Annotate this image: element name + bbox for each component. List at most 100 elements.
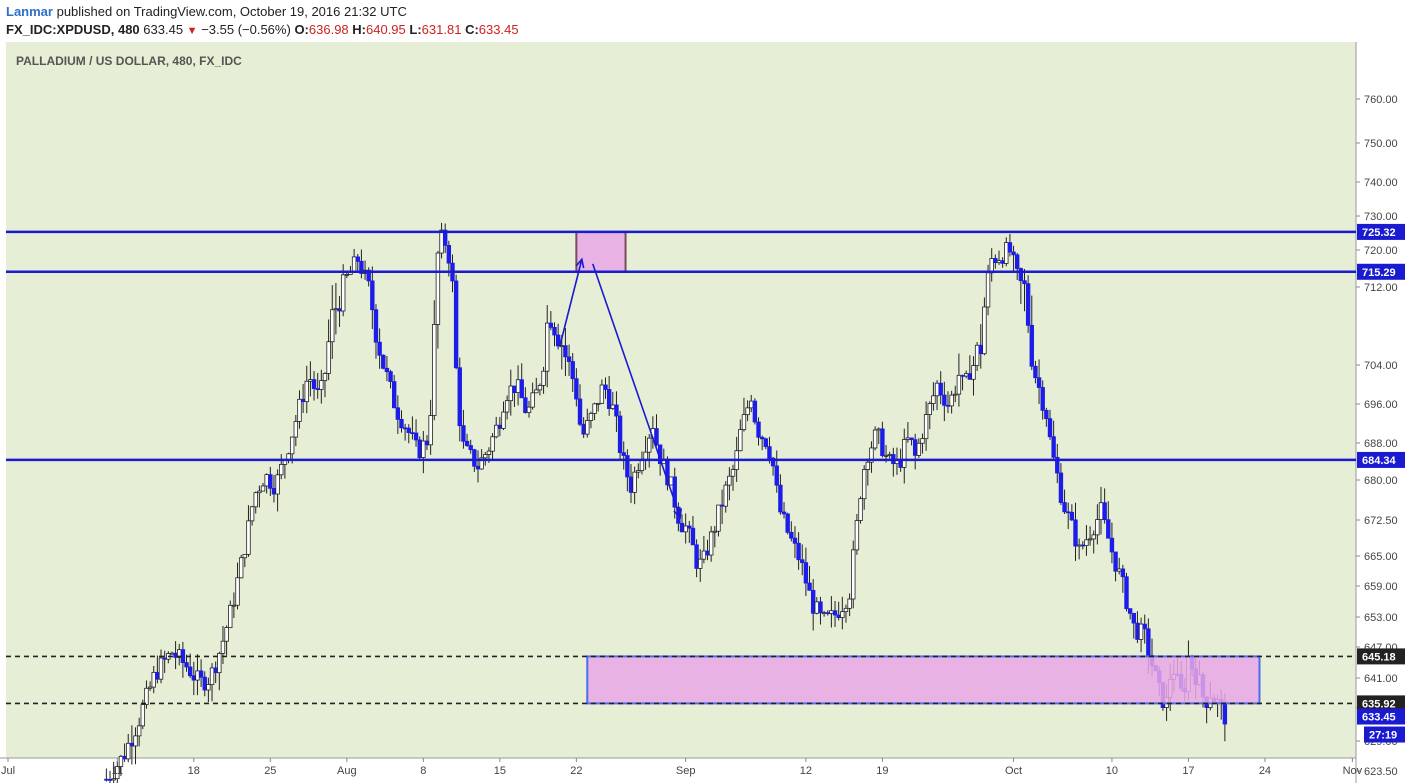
candle-body [738, 429, 743, 452]
time-tick-label: 12 [800, 765, 812, 777]
candle-body [1058, 472, 1064, 503]
candle-body [333, 308, 339, 311]
candle-body [351, 256, 357, 272]
candle-body [741, 414, 747, 431]
candle-body [381, 354, 386, 369]
author-link[interactable]: Lanmar [6, 4, 53, 19]
candle-body [406, 427, 411, 433]
candle-body [1091, 534, 1096, 540]
candle-body [905, 437, 911, 440]
candle-body [508, 385, 513, 402]
price-tags-layer: 725.32 715.29 684.34 645.18 635.92 633.45 27:1… [1357, 223, 1405, 743]
time-tick-label: Jul [1, 765, 15, 777]
candle-body [1087, 538, 1093, 541]
candle-body [213, 667, 218, 674]
candle-body [253, 492, 258, 508]
candle-body [202, 676, 207, 691]
candle-body [763, 438, 769, 448]
candle-body [526, 406, 532, 413]
candle-body [807, 582, 812, 591]
candle-body [978, 344, 983, 355]
candle-body [1098, 502, 1104, 520]
candle-body [457, 367, 462, 427]
candle-body [1033, 365, 1038, 379]
candle-body [537, 385, 543, 391]
time-tick-label: 19 [876, 765, 888, 777]
price-chart[interactable]: PALLADIUM / US DOLLAR, 480, FX_IDC 623.5… [0, 42, 1409, 783]
close-value: 633.45 [478, 22, 519, 37]
candle-body [942, 394, 947, 406]
candle-body [1025, 283, 1031, 326]
candle-body [617, 415, 623, 454]
candle-body [832, 610, 838, 616]
time-axis[interactable]: Jul 11 18 25 Aug 8 15 22 Sep 12 19 Oct 10 17 24 Nov [1, 758, 1363, 777]
candle-body [796, 542, 801, 561]
candle-body [279, 464, 284, 476]
candle-body [187, 666, 193, 677]
candle-body [548, 322, 554, 328]
time-tick-label: 24 [1259, 765, 1271, 777]
candle-body [530, 392, 535, 408]
candle-body [304, 380, 309, 403]
zones-layer [575, 230, 1261, 705]
candle-body [198, 670, 204, 678]
candle-body [257, 490, 262, 494]
candle-body [872, 429, 878, 449]
candle-body [1029, 324, 1034, 367]
candle-body [1135, 622, 1140, 640]
candle-body [861, 469, 867, 500]
level-price-tag-bg [1357, 695, 1405, 712]
candle-body [821, 612, 827, 615]
candle-body [599, 384, 605, 404]
price-change: −3.55 (−0.56%) [201, 22, 291, 37]
published-text: published on TradingView.com, October 19… [56, 4, 407, 19]
candle-body [621, 452, 626, 456]
candle-body [442, 229, 448, 246]
candle-body [118, 755, 124, 767]
candle-body [960, 374, 965, 377]
candle-body [858, 498, 863, 521]
price-tick-label: 720.00 [1364, 245, 1398, 257]
candle-body [1222, 701, 1228, 725]
candle-body [136, 725, 142, 737]
candle-body [1069, 511, 1075, 521]
candle-body [552, 326, 557, 336]
plot-background [6, 42, 1356, 758]
candle-body [322, 373, 328, 382]
candle-body [1062, 502, 1067, 513]
candle-body [912, 439, 918, 456]
candle-body [1040, 387, 1045, 411]
candle-body [1080, 544, 1085, 547]
price-axis[interactable]: 623.50629.00635.00641.00647.00653.00659.… [1356, 94, 1398, 778]
candle-body [880, 428, 885, 457]
price-tick-label: 659.00 [1364, 581, 1398, 593]
candle-body [220, 640, 226, 654]
time-tick-label: 11 [112, 765, 123, 777]
candle-body [574, 378, 579, 400]
candle-body [865, 461, 871, 470]
candle-body [1076, 544, 1082, 547]
candle-body [996, 260, 1002, 264]
candle-body [1011, 251, 1016, 256]
candle-body [785, 513, 790, 533]
candle-body [1073, 519, 1078, 547]
candle-body [1131, 612, 1136, 624]
chart-header: Lanmar published on TradingView.com, Oct… [0, 0, 1409, 42]
candle-body [417, 439, 422, 458]
candle-body [810, 589, 816, 614]
candle-body [723, 484, 728, 507]
symbol-label[interactable]: FX_IDC:XPDUSD, 480 [6, 22, 140, 37]
candle-body [228, 604, 233, 629]
candle-body [632, 471, 637, 493]
current-price-tag-bg [1357, 708, 1405, 725]
candle-body [698, 558, 703, 569]
candle-body [727, 475, 732, 486]
candle-body [592, 403, 597, 414]
right-axis-background [1356, 42, 1409, 783]
candle-body [679, 522, 685, 533]
candle-body [515, 379, 521, 394]
candle-body [355, 256, 360, 262]
candle-body [1000, 260, 1005, 264]
price-tick-label: 704.00 [1364, 360, 1398, 372]
candle-body [224, 627, 229, 642]
